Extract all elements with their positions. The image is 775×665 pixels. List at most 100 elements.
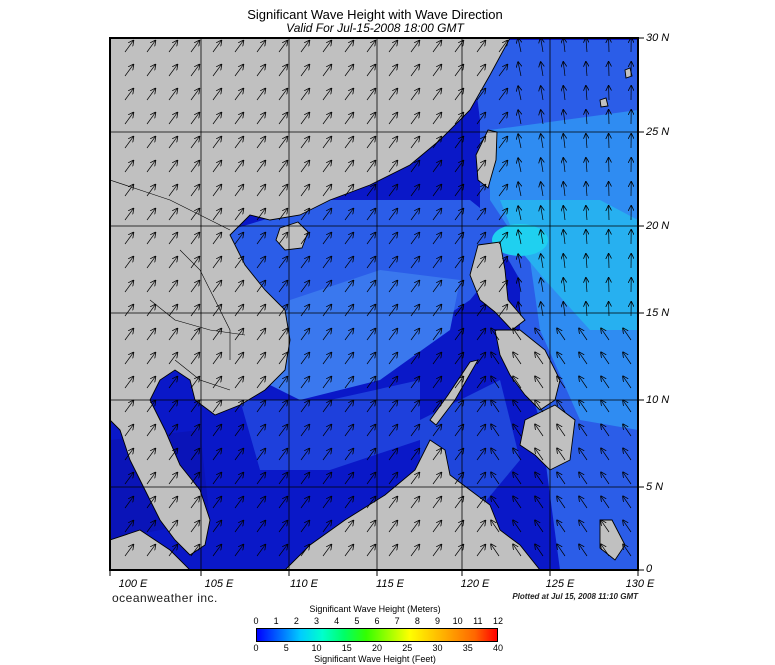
wave-arrow <box>563 254 565 269</box>
wave-arrow <box>410 401 419 413</box>
wave-arrow <box>234 545 243 557</box>
wave-arrow <box>432 449 441 461</box>
wave-arrow <box>168 545 177 557</box>
wave-arrow <box>212 353 221 365</box>
wave-arrow <box>190 41 199 53</box>
wave-arrow <box>146 521 155 533</box>
wave-arrow <box>601 328 610 341</box>
wave-arrow <box>476 281 485 293</box>
wave-arrow <box>168 473 177 485</box>
wave-arrow <box>454 473 463 485</box>
wave-arrow <box>366 137 375 149</box>
wave-arrow <box>432 497 441 509</box>
lon-label: 130 E <box>625 578 655 590</box>
wave-arrow <box>190 353 199 365</box>
wave-arrow <box>623 520 632 533</box>
wave-arrow <box>344 185 353 197</box>
wave-arrow <box>278 353 287 365</box>
wave-arrow <box>535 376 544 389</box>
land <box>110 38 633 570</box>
wave-arrow <box>476 521 485 533</box>
wave-arrow <box>410 233 419 245</box>
wave-arrow <box>410 65 419 77</box>
wave-arrow <box>513 376 522 389</box>
wave-arrow <box>256 233 265 245</box>
wave-arrow <box>322 497 331 509</box>
wave-arrow <box>498 257 507 269</box>
wave-arrow <box>168 281 177 293</box>
wave-arrow <box>212 377 221 389</box>
wave-arrow <box>322 521 331 533</box>
wave-arrow <box>168 497 177 509</box>
wave-arrow <box>563 38 565 53</box>
wave-arrow <box>366 233 375 245</box>
wave-arrow <box>491 352 500 365</box>
wave-arrow <box>366 329 375 341</box>
wave-arrow <box>366 113 375 125</box>
wave-arrow <box>124 473 133 485</box>
wave-arrow <box>476 473 485 485</box>
wave-arrow <box>454 329 463 341</box>
wave-arrow <box>410 521 419 533</box>
wave-arrow <box>124 281 133 293</box>
wave-arrow <box>432 41 441 53</box>
wave-arrow <box>300 329 309 341</box>
wave-arrow <box>212 257 221 269</box>
wave-arrow <box>432 233 441 245</box>
wave-arrow <box>168 137 177 149</box>
legend-meter-tick: 10 <box>452 616 463 626</box>
wave-arrow <box>344 161 353 173</box>
wave-arrow <box>168 41 177 53</box>
wave-arrow <box>366 401 375 413</box>
wave-arrow <box>124 497 133 509</box>
wave-arrow <box>344 329 353 341</box>
wave-arrow <box>256 185 265 197</box>
lat-label: 10 N <box>646 394 670 406</box>
wave-arrow <box>190 449 199 461</box>
legend-meter-tick: 0 <box>253 616 259 626</box>
wave-arrow <box>234 257 243 269</box>
wave-arrow <box>344 377 353 389</box>
wave-arrow <box>322 41 331 53</box>
wave-arrow <box>557 544 566 557</box>
wave-arrow <box>541 86 543 101</box>
wave-arrow <box>586 206 587 221</box>
wave-arrow <box>476 497 485 509</box>
wave-arrow <box>190 257 199 269</box>
wave-arrow <box>498 233 507 245</box>
wave-arrow <box>518 206 521 221</box>
wave-arrow <box>146 377 155 389</box>
wave-arrow <box>518 182 521 197</box>
wave-arrow <box>388 449 397 461</box>
wave-arrow <box>190 425 199 437</box>
wave-arrow <box>388 545 397 557</box>
wave-arrow <box>366 89 375 101</box>
wave-arrow <box>541 302 543 317</box>
wave-arrow <box>190 89 199 101</box>
wave-arrow <box>623 472 632 485</box>
wave-arrow <box>535 424 544 437</box>
wave-arrow <box>146 401 155 413</box>
wave-arrow <box>212 161 221 173</box>
wave-arrow <box>586 38 587 53</box>
wave-arrow <box>601 448 610 461</box>
lon-label: 115 E <box>376 578 404 590</box>
wave-arrow <box>388 257 397 269</box>
wave-arrow <box>344 521 353 533</box>
wave-arrow <box>535 520 544 533</box>
wave-arrow <box>278 521 287 533</box>
lat-label: 15 N <box>646 307 670 319</box>
wave-arrow <box>300 305 309 317</box>
wave-arrow <box>212 473 221 485</box>
wave-arrow <box>278 41 287 53</box>
wave-arrow <box>190 137 199 149</box>
wave-arrow <box>476 233 485 245</box>
wave-arrow <box>563 62 565 77</box>
wave-arrow <box>344 89 353 101</box>
wave-arrow <box>300 233 309 245</box>
wave-arrow <box>212 113 221 125</box>
wave-arrow <box>256 137 265 149</box>
wave-arrow <box>256 473 265 485</box>
wave-arrow <box>366 257 375 269</box>
